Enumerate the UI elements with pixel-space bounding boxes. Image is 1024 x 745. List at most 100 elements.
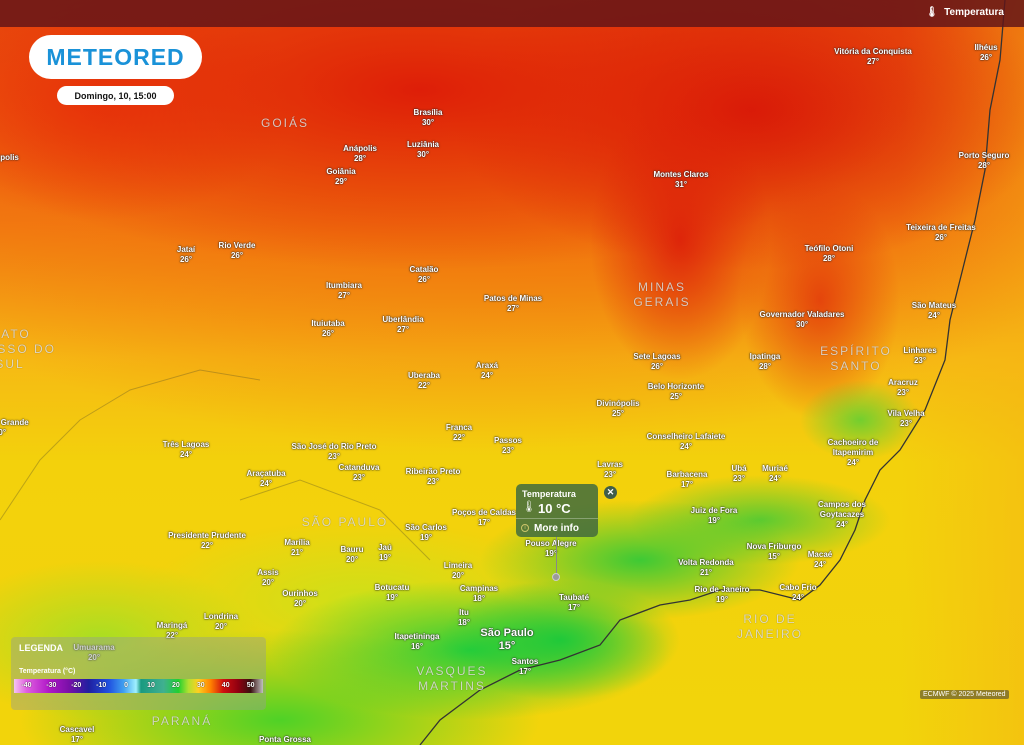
city-name: Vila Velha [887, 409, 925, 418]
city-label[interactable]: Botucatu 19° [375, 583, 410, 603]
city-label[interactable]: Presidente Prudente 22° [168, 531, 246, 551]
city-label[interactable]: Ituiutaba 26° [311, 319, 344, 339]
city-label[interactable]: Goiânia 29° [326, 167, 355, 187]
city-label[interactable]: Brasília 30° [414, 108, 443, 128]
city-label[interactable]: Teófilo Otoni 28° [805, 244, 854, 264]
city-name: Ubá [731, 464, 747, 473]
city-label[interactable]: Volta Redonda 21° [678, 558, 733, 578]
city-name: Taubaté [558, 593, 590, 602]
city-label[interactable]: Macaé 24° [808, 550, 832, 570]
city-label[interactable]: Bauru 20° [340, 545, 363, 565]
city-label[interactable]: Itapetininga 16° [395, 632, 440, 652]
city-name: Campinas [459, 584, 499, 593]
city-temperature: 19° [378, 553, 392, 562]
city-label[interactable]: Araçatuba 24° [246, 469, 285, 489]
city-name: São Mateus [911, 301, 957, 310]
legend-title: LEGENDA [19, 643, 64, 653]
city-label[interactable]: Assis 20° [257, 568, 278, 588]
city-label[interactable]: Uberlândia 27° [382, 315, 423, 335]
city-label[interactable]: Porto Seguro 28° [959, 151, 1010, 171]
city-label[interactable]: Jaú 19° [378, 543, 392, 563]
city-label[interactable]: Nova Friburgo 15° [747, 542, 802, 562]
city-label[interactable]: Jataí 26° [177, 245, 195, 265]
city-name: Pouso Alegre [525, 539, 577, 548]
city-label[interactable]: Santos 17° [512, 657, 539, 677]
city-label[interactable]: Conselheiro Lafaiete 24° [647, 432, 726, 452]
city-label[interactable]: Lavras 23° [597, 460, 623, 480]
legend-tick: 30 [196, 682, 205, 689]
city-label[interactable]: Anápolis 28° [343, 144, 377, 164]
city-name: Santos [511, 657, 539, 666]
divider [516, 518, 598, 519]
city-name: Anápolis [343, 144, 377, 153]
city-label[interactable]: Divinópolis 25° [596, 399, 639, 419]
city-label[interactable]: Limeira 20° [444, 561, 472, 581]
city-label[interactable]: São Paulo 15° [480, 627, 533, 653]
city-temperature: 25° [611, 409, 625, 418]
city-label[interactable]: Sete Lagoas 26° [633, 352, 680, 372]
city-label[interactable]: Campos dos Goytacazes 24° [818, 500, 866, 530]
city-label[interactable]: Itumbiara 27° [326, 281, 362, 301]
city-label[interactable]: Ponta Grossa [259, 735, 311, 745]
city-label[interactable]: Catanduva 23° [339, 463, 380, 483]
city-label[interactable]: Campo Grande20° [0, 418, 29, 438]
city-label[interactable]: Poços de Caldas 17° [452, 508, 516, 528]
city-label[interactable]: Teixeira de Freitas 26° [906, 223, 976, 243]
city-label[interactable]: Três Lagoas 24° [163, 440, 210, 460]
city-label[interactable]: Juiz de Fora 19° [691, 506, 738, 526]
city-label[interactable]: Ipatinga 28° [750, 352, 781, 372]
city-label[interactable]: Luziânia 30° [407, 140, 439, 160]
city-label[interactable]: Governador Valadares 30° [760, 310, 845, 330]
city-temperature: 26° [179, 255, 193, 264]
city-label[interactable]: Taubaté 17° [559, 593, 589, 613]
city-label[interactable]: Vitória da Conquista 27° [834, 47, 912, 67]
city-temperature: 23° [896, 388, 910, 397]
city-name: Ituiutaba [311, 319, 345, 328]
city-label[interactable]: São Mateus 24° [912, 301, 956, 321]
city-label[interactable]: Montes Claros 31° [653, 170, 708, 190]
city-label[interactable]: Ilhéus 26° [974, 43, 997, 63]
city-label[interactable]: Umuarama 20° [73, 643, 114, 663]
layer-selector[interactable]: 🌡 Temperatura [925, 7, 1004, 18]
forecast-datetime[interactable]: Domingo, 10, 15:00 [57, 86, 174, 105]
city-label[interactable]: Rondonópolis29° [0, 153, 19, 173]
city-label[interactable]: Rio Verde 26° [219, 241, 256, 261]
city-label[interactable]: Pouso Alegre 19° [525, 539, 576, 559]
city-label[interactable]: Ourinhos 20° [282, 589, 318, 609]
city-label[interactable]: Ubá 23° [731, 464, 746, 484]
city-label[interactable]: Belo Horizonte 25° [648, 382, 704, 402]
close-popup-button[interactable]: ✕ [604, 486, 617, 499]
city-label[interactable]: Itu 18° [458, 608, 470, 628]
city-name: Luziânia [406, 140, 440, 149]
city-label[interactable]: Passos 23° [494, 436, 522, 456]
city-label[interactable]: Campinas 18° [460, 584, 498, 604]
city-label[interactable]: Muriaé 24° [762, 464, 788, 484]
city-label[interactable]: Patos de Minas 27° [484, 294, 542, 314]
city-label[interactable]: Ribeirão Preto 23° [406, 467, 461, 487]
city-label[interactable]: Vila Velha 23° [887, 409, 924, 429]
city-name: Rio de Janeiro [694, 585, 750, 594]
city-label[interactable]: Cabo Frio 24° [779, 583, 816, 603]
city-label[interactable]: Londrina 20° [204, 612, 238, 632]
city-label[interactable]: Rio de Janeiro 19° [694, 585, 749, 605]
more-info-link[interactable]: More info [534, 523, 579, 534]
city-label[interactable]: Franca 22° [446, 423, 472, 443]
city-temperature: 22° [417, 381, 431, 390]
city-label[interactable]: Aracruz 23° [888, 378, 918, 398]
city-label[interactable]: Uberaba 22° [408, 371, 440, 391]
city-label[interactable]: Marília 21° [284, 538, 309, 558]
city-label[interactable]: Cachoeiro de Itapemirim 24° [828, 438, 879, 468]
city-label[interactable]: Barbacena 17° [667, 470, 708, 490]
city-label[interactable]: Linhares 23° [903, 346, 936, 366]
city-label[interactable]: Cascavel 17° [60, 725, 95, 745]
city-label[interactable]: Maringá 22° [157, 621, 188, 641]
city-temperature: 24° [259, 479, 273, 488]
city-label[interactable]: São Carlos 19° [405, 523, 447, 543]
city-label[interactable]: São José do Rio Preto 23° [292, 442, 377, 462]
legend-tick: 50 [246, 682, 255, 689]
city-label[interactable]: Catalão 26° [410, 265, 439, 285]
city-label[interactable]: Araxá 24° [476, 361, 498, 381]
location-marker[interactable] [552, 573, 560, 581]
meteored-logo[interactable]: METEORED [29, 35, 202, 79]
